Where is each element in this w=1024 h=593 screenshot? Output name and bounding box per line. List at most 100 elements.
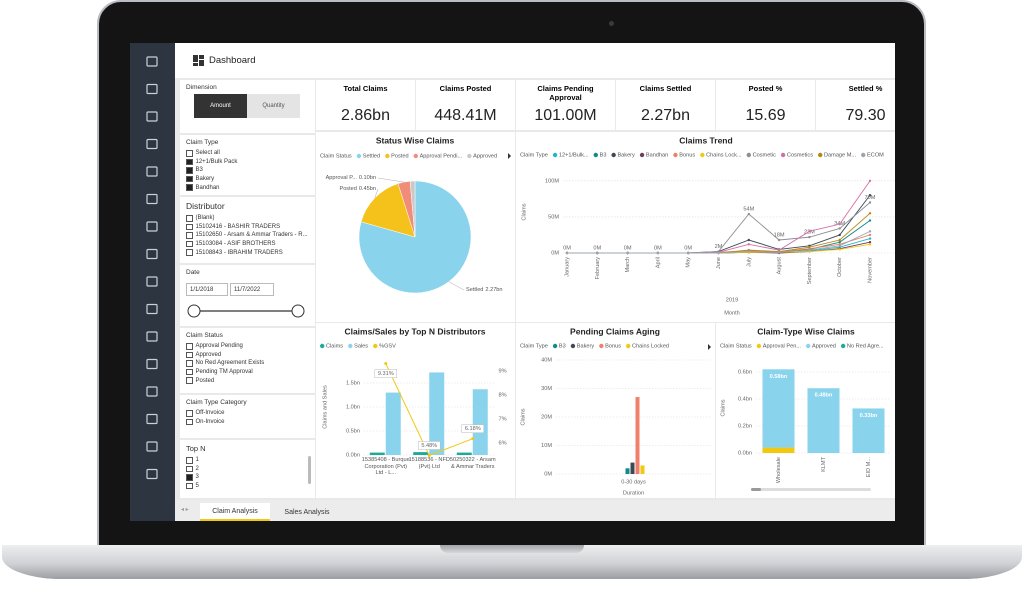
sidebar-icon[interactable]	[146, 331, 158, 342]
filter-item[interactable]: Posted	[186, 376, 309, 385]
point	[838, 222, 841, 226]
sidebar-icon[interactable]	[146, 303, 158, 315]
legend-title: Claim Status	[320, 153, 352, 159]
filter-item[interactable]: 3	[186, 473, 309, 482]
filter-title: Top N	[186, 444, 206, 453]
filter-title: Dimension	[186, 84, 217, 91]
filter-item[interactable]: 5	[186, 482, 309, 491]
checkbox[interactable]	[186, 223, 193, 231]
filter-item[interactable]: Off-Invoice	[186, 409, 309, 418]
legend-marker	[356, 153, 362, 159]
toggle-button[interactable]: Quantity	[247, 94, 300, 118]
sidebar-icon[interactable]	[146, 83, 158, 95]
legend-label: Bonus	[605, 343, 621, 349]
filter-item[interactable]: 1	[186, 456, 309, 465]
legend-label: Bandhan	[646, 152, 668, 158]
checkbox[interactable]	[186, 360, 193, 367]
filter-item-label: Approved	[195, 351, 222, 358]
slice-value: 2.27bn	[485, 287, 502, 293]
checkbox[interactable]	[186, 249, 193, 256]
scrollbar[interactable]	[751, 488, 871, 491]
filter-item[interactable]: 15102650 - Arsam & Ammar Traders - R...	[186, 231, 309, 240]
date-end[interactable]: 11/7/2022	[230, 283, 274, 296]
filter-item-label: B3	[195, 167, 203, 174]
filter-item[interactable]: Bakery	[186, 175, 309, 184]
legend-arrow[interactable]	[708, 344, 711, 350]
filter-item[interactable]: On-Invoice	[186, 418, 309, 427]
distributor-filter: Distributor (Blank) 15102416 - BASHIR TRAD…	[180, 197, 315, 263]
sidebar-icon[interactable]	[146, 56, 158, 67]
tab[interactable]: Claim Analysis	[200, 503, 270, 521]
sidebar-icon[interactable]	[146, 413, 158, 425]
toggle-button[interactable]: Amount	[194, 94, 247, 118]
x-tick-label: May	[686, 257, 692, 268]
sidebar-icon[interactable]	[146, 386, 158, 397]
checkbox[interactable]	[186, 158, 193, 166]
sidebar-icon[interactable]	[146, 441, 158, 452]
legend-arrow[interactable]	[508, 153, 511, 159]
checkbox[interactable]	[186, 457, 193, 464]
filter-item[interactable]: No Red Agreement Exists	[186, 359, 309, 368]
filter-item-label: 15103084 - ASIF BROTHERS	[195, 241, 276, 248]
sidebar-icon[interactable]	[146, 221, 158, 232]
checkbox[interactable]	[186, 377, 193, 384]
data-label: 0.48bn	[815, 393, 833, 399]
filter-item[interactable]: B3	[186, 166, 309, 175]
point	[868, 230, 872, 233]
date-slider[interactable]	[180, 303, 315, 323]
checkbox[interactable]	[186, 175, 193, 183]
slice-label: Posted 0.45bn	[339, 186, 376, 192]
filter-item[interactable]: 12+1/Bulk Pack	[186, 158, 309, 167]
checkbox[interactable]	[186, 184, 193, 191]
sidebar-icon[interactable]	[146, 358, 158, 370]
checkbox[interactable]	[186, 167, 193, 174]
checkbox[interactable]	[186, 150, 193, 157]
sidebar-icon[interactable]	[146, 248, 158, 260]
sidebar-icon[interactable]	[146, 111, 158, 122]
filter-item[interactable]: Pending TM Approval	[186, 368, 309, 377]
filter-item[interactable]: Approval Pending	[186, 342, 309, 351]
sidebar-icon[interactable]	[146, 193, 158, 205]
sidebar-icon[interactable]	[146, 276, 158, 287]
checkbox[interactable]	[186, 351, 193, 359]
chart-title: Pending Claims Aging	[570, 326, 660, 336]
checkbox[interactable]	[186, 232, 193, 239]
leader-line	[448, 281, 465, 291]
bar-segment	[762, 369, 795, 448]
sidebar-icon[interactable]	[146, 166, 158, 177]
checkbox[interactable]	[186, 410, 193, 417]
x-tick-label: July	[746, 257, 752, 267]
checkbox[interactable]	[186, 368, 193, 376]
checkbox[interactable]	[186, 418, 193, 426]
checkbox[interactable]	[186, 482, 193, 490]
filter-item[interactable]: 2	[186, 465, 309, 474]
y-tick-label: 0M	[551, 250, 559, 256]
scrollbar[interactable]	[308, 456, 311, 484]
filter-item[interactable]: Approved	[186, 351, 309, 360]
tab[interactable]: Sales Analysis	[284, 508, 330, 516]
filter-item-label: 3	[195, 474, 199, 481]
checkbox[interactable]	[186, 343, 193, 350]
filter-item[interactable]: Bandhan	[186, 183, 309, 192]
scrollbar-thumb[interactable]	[751, 488, 761, 491]
filter-item[interactable]: 15102416 - BASHIR TRADERS	[186, 223, 309, 232]
sidebar-icon[interactable]	[146, 468, 158, 480]
checkbox[interactable]	[186, 215, 193, 222]
tab-nav[interactable]: ◂ ▸	[181, 507, 189, 513]
y-tick-label: 0.6bn	[738, 369, 752, 375]
filter-item[interactable]: Select all	[186, 149, 309, 158]
data-label: 0.33bn	[860, 413, 878, 419]
filter-item[interactable]: 15108843 - IBRAHIM TRADERS	[186, 248, 309, 257]
point	[565, 251, 569, 255]
checkbox[interactable]	[186, 240, 193, 248]
checkbox[interactable]	[186, 474, 193, 481]
point	[656, 251, 660, 255]
point	[596, 251, 599, 255]
filter-item-label: Bandhan	[195, 184, 220, 191]
slice-value: 0.45bn	[359, 186, 376, 192]
sidebar-icon[interactable]	[146, 138, 158, 150]
filter-item[interactable]: 15103084 - ASIF BROTHERS	[186, 240, 309, 249]
date-start[interactable]: 1/1/2018	[186, 283, 228, 296]
filter-item[interactable]: (Blank)	[186, 214, 309, 223]
checkbox[interactable]	[186, 465, 193, 473]
